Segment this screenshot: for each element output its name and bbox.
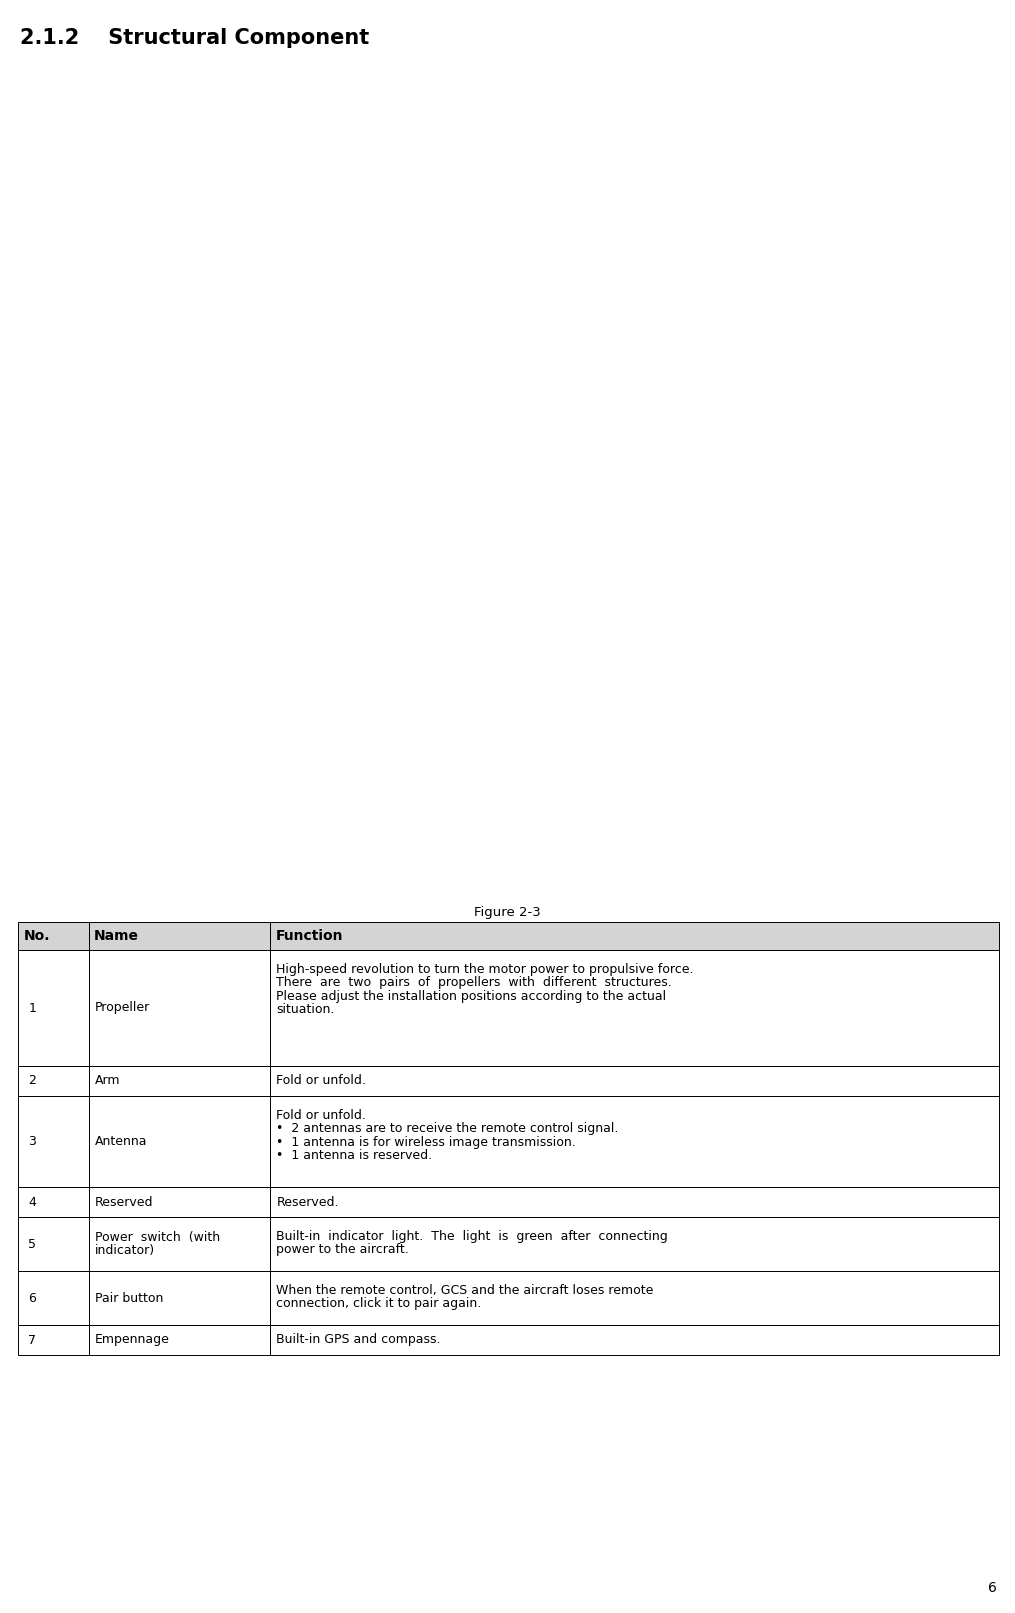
Text: Function: Function <box>275 929 343 944</box>
Text: 4: 4 <box>28 1195 37 1208</box>
Bar <box>18 1324 89 1355</box>
Text: Antenna: Antenna <box>94 1136 147 1148</box>
Text: 6: 6 <box>28 1292 37 1305</box>
Bar <box>89 1324 270 1355</box>
Text: •  2 antennas are to receive the remote control signal.: • 2 antennas are to receive the remote c… <box>276 1123 618 1136</box>
Text: When the remote control, GCS and the aircraft loses remote: When the remote control, GCS and the air… <box>276 1284 654 1297</box>
Text: connection, click it to pair again.: connection, click it to pair again. <box>276 1297 481 1310</box>
Bar <box>89 1187 270 1216</box>
Text: High-speed revolution to turn the motor power to propulsive force.: High-speed revolution to turn the motor … <box>276 963 694 976</box>
Text: Fold or unfold.: Fold or unfold. <box>276 1108 366 1121</box>
Bar <box>270 1187 999 1216</box>
Bar <box>18 1216 89 1271</box>
Bar <box>18 923 89 950</box>
Bar <box>18 950 89 1066</box>
Bar <box>89 1066 270 1095</box>
Text: 2.1.2    Structural Component: 2.1.2 Structural Component <box>20 27 369 48</box>
Bar <box>89 1271 270 1324</box>
Text: Reserved: Reserved <box>94 1195 153 1208</box>
Text: Built-in GPS and compass.: Built-in GPS and compass. <box>276 1334 441 1347</box>
Bar <box>18 1066 89 1095</box>
Text: 2: 2 <box>28 1074 37 1087</box>
Text: Fold or unfold.: Fold or unfold. <box>276 1074 366 1087</box>
Bar <box>270 1095 999 1187</box>
Text: Propeller: Propeller <box>94 1002 150 1015</box>
Text: Empennage: Empennage <box>94 1334 170 1347</box>
Text: •  1 antenna is reserved.: • 1 antenna is reserved. <box>276 1148 432 1161</box>
Text: 7: 7 <box>28 1334 37 1347</box>
Bar <box>270 923 999 950</box>
Text: Pair button: Pair button <box>94 1292 163 1305</box>
Bar <box>89 1216 270 1271</box>
Text: Reserved.: Reserved. <box>276 1195 339 1208</box>
Text: 1: 1 <box>28 1002 37 1015</box>
Text: No.: No. <box>23 929 50 944</box>
Text: Power  switch  (with: Power switch (with <box>94 1231 220 1244</box>
Text: There  are  two  pairs  of  propellers  with  different  structures.: There are two pairs of propellers with d… <box>276 976 672 989</box>
Bar <box>18 1271 89 1324</box>
Bar <box>270 1324 999 1355</box>
Text: 5: 5 <box>28 1237 37 1250</box>
Text: •  1 antenna is for wireless image transmission.: • 1 antenna is for wireless image transm… <box>276 1136 576 1148</box>
Text: 6: 6 <box>989 1581 997 1595</box>
Bar <box>270 950 999 1066</box>
Text: Name: Name <box>93 929 139 944</box>
Bar <box>270 1066 999 1095</box>
Bar <box>18 1187 89 1216</box>
Text: indicator): indicator) <box>94 1244 155 1257</box>
Bar <box>89 950 270 1066</box>
Bar <box>18 1095 89 1187</box>
Text: Figure 2-3: Figure 2-3 <box>474 907 541 919</box>
Bar <box>89 1095 270 1187</box>
Bar <box>270 1216 999 1271</box>
Bar <box>89 923 270 950</box>
Text: 3: 3 <box>28 1136 37 1148</box>
Text: Arm: Arm <box>94 1074 121 1087</box>
Bar <box>270 1271 999 1324</box>
Text: Built-in  indicator  light.  The  light  is  green  after  connecting: Built-in indicator light. The light is g… <box>276 1229 668 1242</box>
Text: Please adjust the installation positions according to the actual: Please adjust the installation positions… <box>276 990 667 1003</box>
Text: situation.: situation. <box>276 1003 335 1016</box>
Text: power to the aircraft.: power to the aircraft. <box>276 1244 409 1257</box>
